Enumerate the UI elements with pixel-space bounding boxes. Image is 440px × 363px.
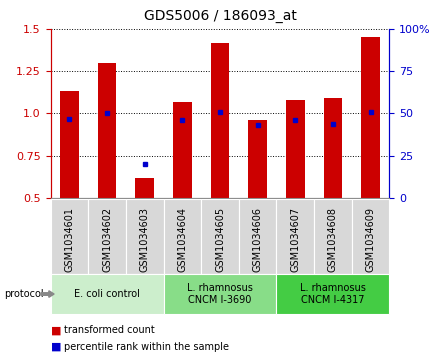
Bar [173,102,192,198]
Text: GSM1034601: GSM1034601 [64,207,74,272]
Text: GSM1034605: GSM1034605 [215,207,225,272]
Bar [286,100,305,198]
Text: E. coli control: E. coli control [74,289,140,299]
Text: GSM1034608: GSM1034608 [328,207,338,272]
Text: percentile rank within the sample: percentile rank within the sample [64,342,229,352]
Text: GSM1034603: GSM1034603 [140,207,150,272]
Bar [136,178,154,198]
Text: GSM1034607: GSM1034607 [290,207,300,272]
Bar [60,91,79,198]
Text: GSM1034602: GSM1034602 [102,207,112,272]
Text: protocol: protocol [4,289,44,299]
Bar [361,37,380,198]
Text: L. rhamnosus
CNCM I-3690: L. rhamnosus CNCM I-3690 [187,283,253,305]
Text: transformed count: transformed count [64,325,154,335]
Text: GSM1034606: GSM1034606 [253,207,263,272]
Text: GSM1034604: GSM1034604 [177,207,187,272]
Bar [323,98,342,198]
Text: ■: ■ [51,342,61,352]
Text: GDS5006 / 186093_at: GDS5006 / 186093_at [143,9,297,23]
Bar [98,63,117,198]
Bar [211,42,229,198]
Text: ■: ■ [51,325,61,335]
Text: L. rhamnosus
CNCM I-4317: L. rhamnosus CNCM I-4317 [300,283,366,305]
Bar [248,120,267,198]
Text: GSM1034609: GSM1034609 [366,207,376,272]
